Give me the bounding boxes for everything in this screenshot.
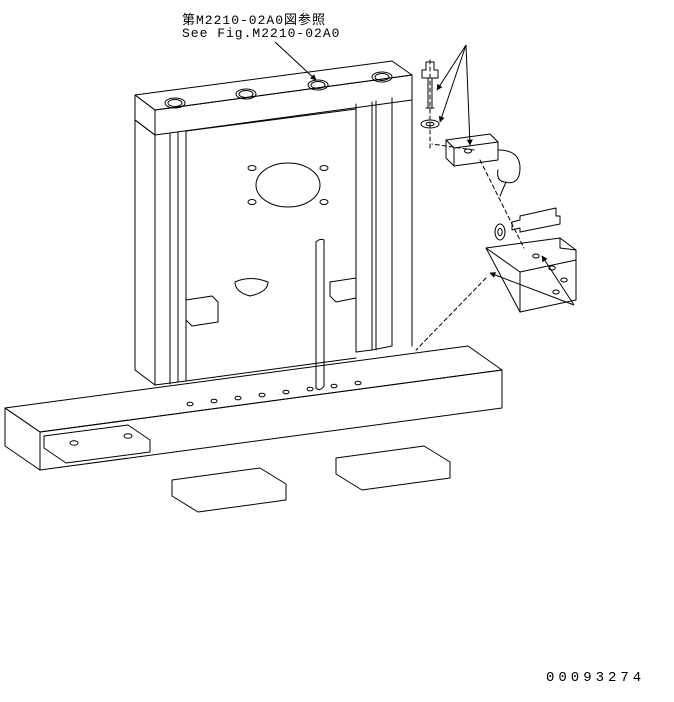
exploded-view-svg (0, 0, 674, 702)
drawing-stage: 第M2210-02A0図参照 See Fig.M2210-02A0 000932… (0, 0, 674, 702)
